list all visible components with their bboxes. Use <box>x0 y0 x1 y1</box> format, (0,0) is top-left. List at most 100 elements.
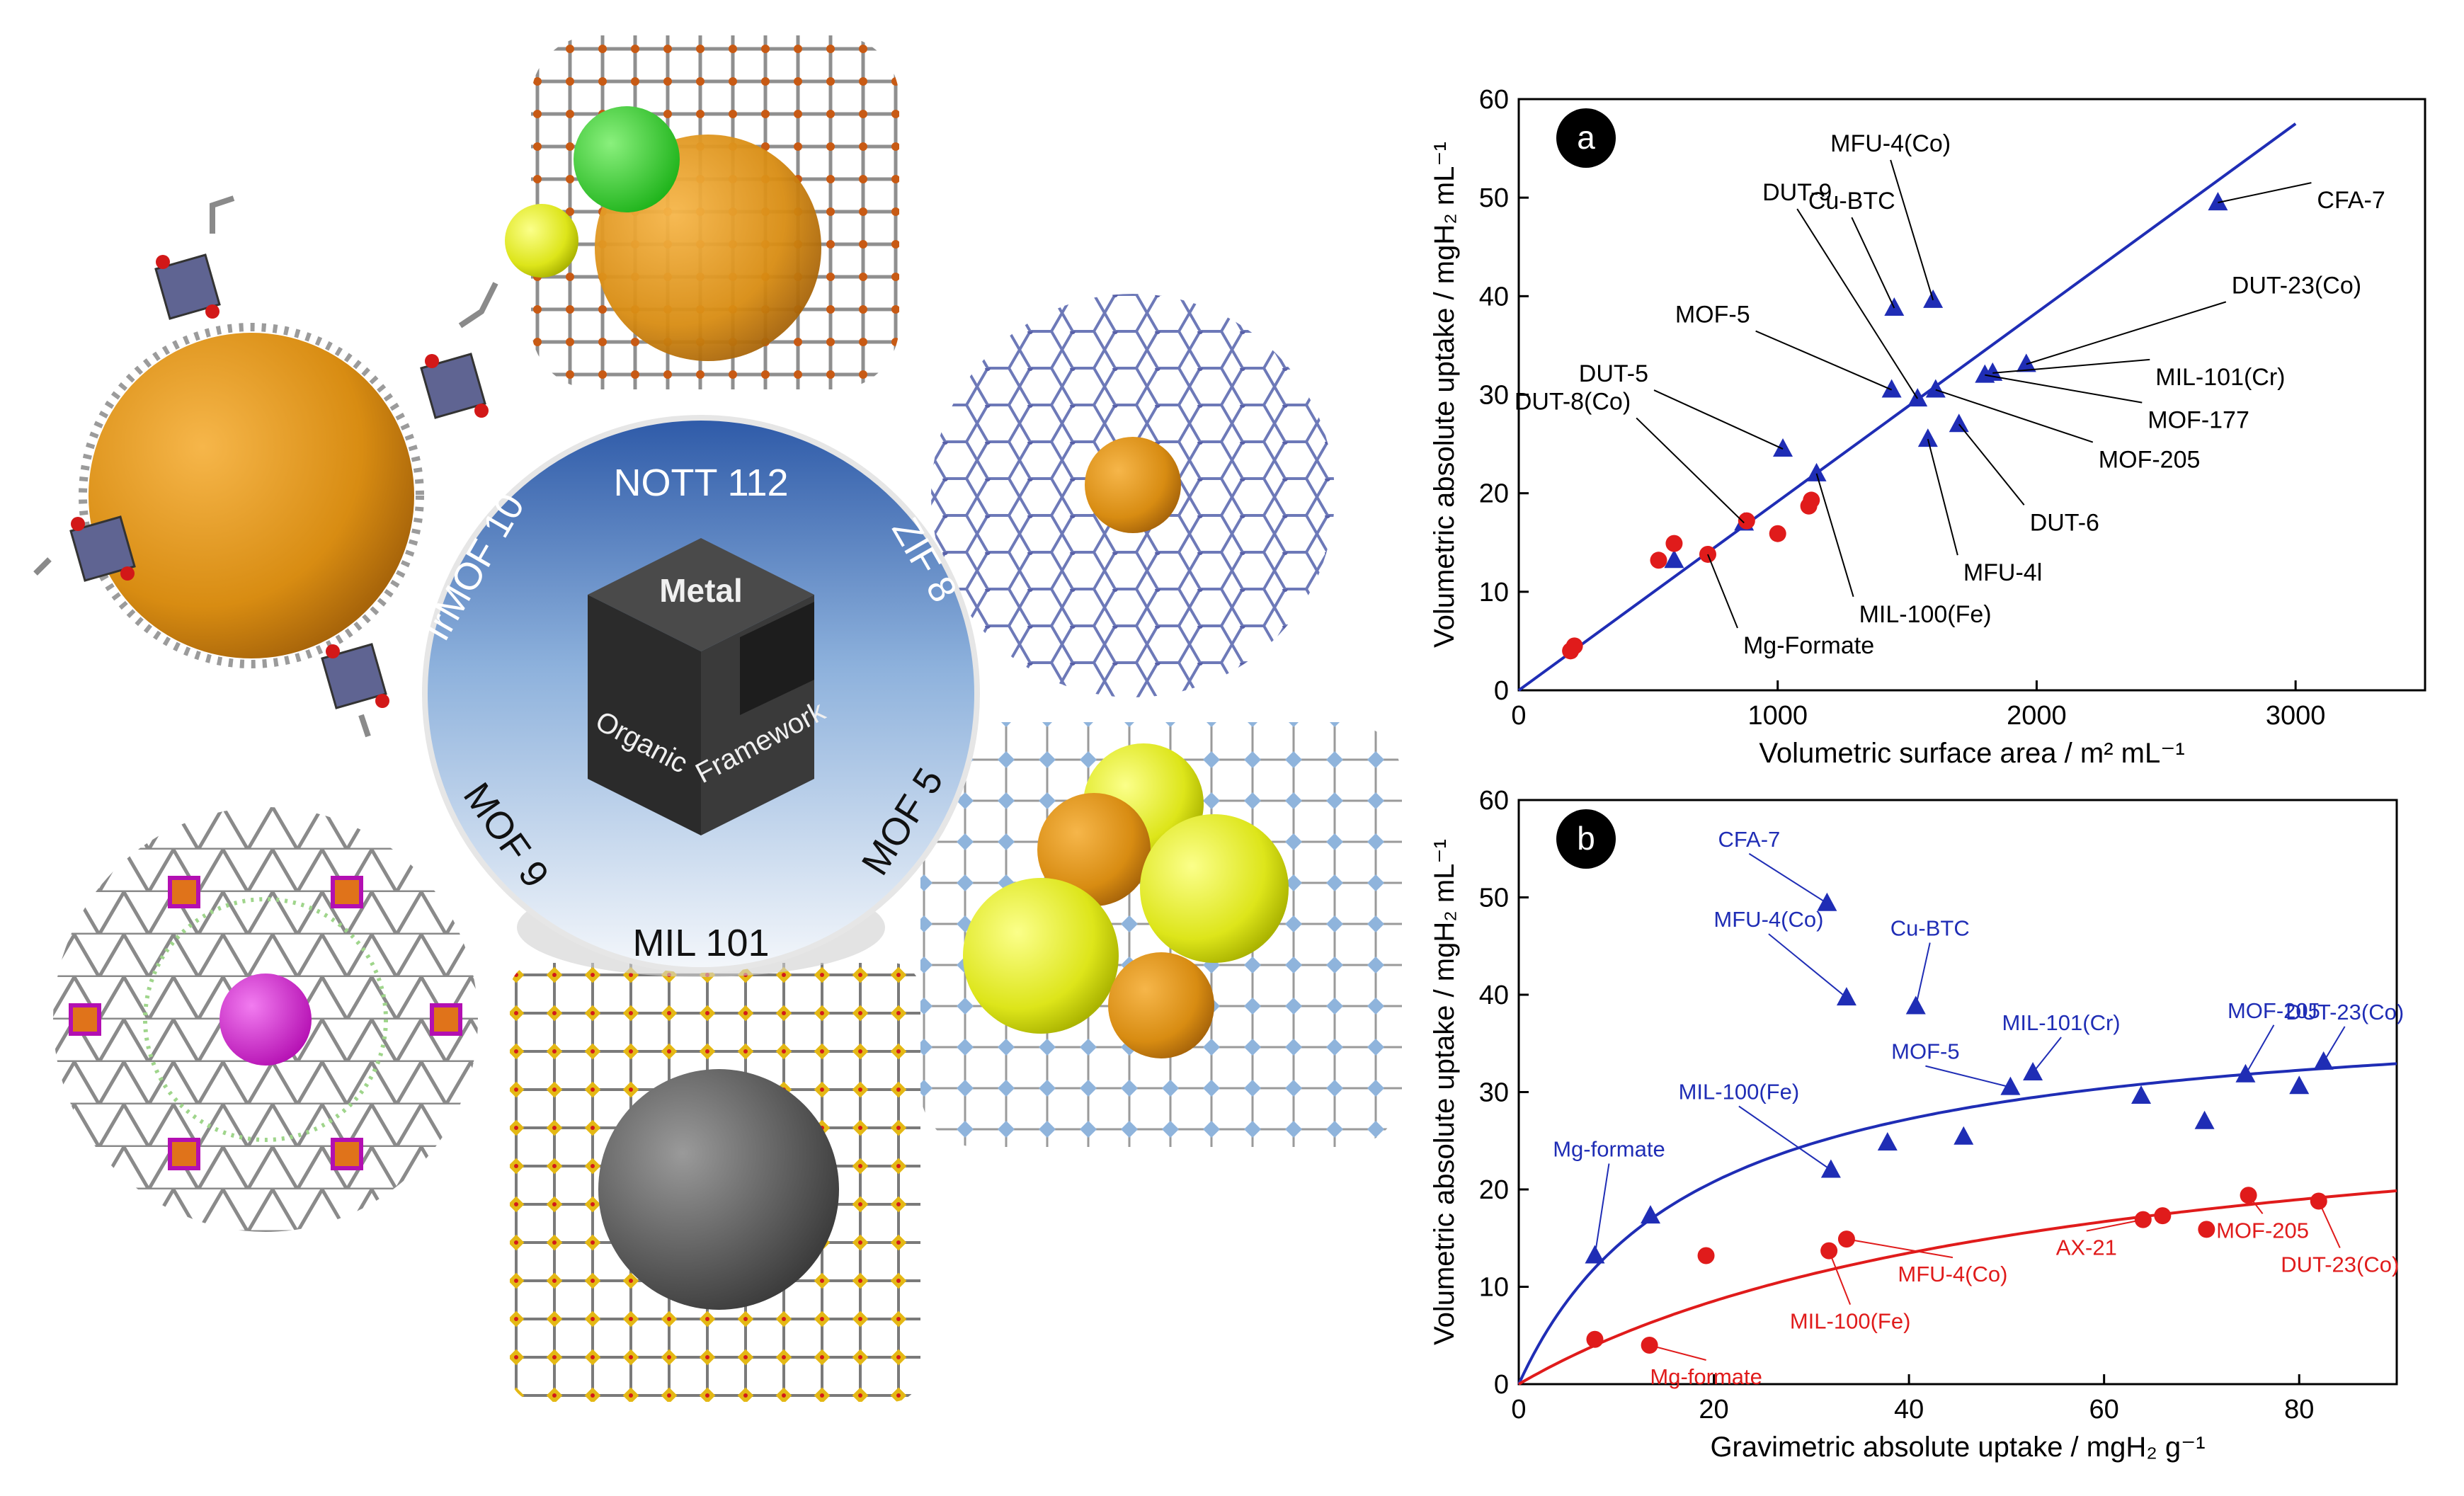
annotation-leader-line <box>2245 1024 2275 1075</box>
circle-data-point <box>1769 525 1786 542</box>
y-tick-label: 0 <box>1494 1370 1509 1400</box>
circle-data-point <box>1665 535 1683 552</box>
triangle-data-point <box>1836 987 1856 1006</box>
triangle-data-point <box>1925 379 1946 398</box>
annotation-leader-line <box>2218 182 2312 204</box>
circle-data-point <box>1565 637 1583 655</box>
y-tick-label: 50 <box>1479 183 1509 213</box>
y-tick-label: 30 <box>1479 381 1509 411</box>
triangle-data-point <box>1773 438 1793 457</box>
x-tick-label: 20 <box>1699 1395 1728 1424</box>
circle-data-point <box>1738 512 1755 530</box>
circle-data-point <box>1697 1247 1715 1264</box>
annotation-leader-line <box>1649 1344 1706 1361</box>
y-tick-label: 60 <box>1479 85 1509 115</box>
triangle-data-point <box>1907 388 1928 407</box>
annotation-leader-line <box>1925 1065 2011 1088</box>
annotation-leader-line <box>1707 554 1738 629</box>
annotation-label: MFU-4l <box>1963 559 2042 586</box>
annotation-leader-line <box>1796 208 1919 399</box>
annotation-label: MOF-5 <box>1675 302 1750 329</box>
annotation-label: MIL-100(Fe) <box>1859 601 1992 628</box>
annotation-leader-line <box>1653 389 1784 450</box>
circle-data-point <box>1586 1330 1604 1348</box>
fit-curve-red <box>1517 1189 2397 1386</box>
annotation-label: DUT-6 <box>2030 509 2099 536</box>
annotation-leader-line <box>1992 358 2150 374</box>
annotation-leader-line <box>1594 1163 1610 1256</box>
annotation-label: DUT-23(Co) <box>2232 272 2361 299</box>
annotation-label: MIL-100(Fe) <box>1679 1080 1800 1104</box>
y-tick-label: 20 <box>1479 479 1509 509</box>
ring-label-nott-112: NOTT 112 <box>613 462 788 504</box>
annotation-leader-line <box>1828 1250 1852 1305</box>
mof-central-disc: Metal Organic Framework NOTT 112 ZIF 8 M… <box>415 415 980 977</box>
x-tick-label: 2000 <box>2007 701 2067 731</box>
annotation-label: MOF-177 <box>2148 407 2249 434</box>
y-tick-label: 40 <box>1479 981 1509 1010</box>
annotation-label: MIL-101(Cr) <box>2002 1010 2121 1035</box>
circle-data-point <box>1650 552 1667 569</box>
triangle-data-point <box>1806 462 1827 481</box>
x-tick-label: 40 <box>1894 1395 1924 1424</box>
annotation-leader-line <box>1846 1238 1953 1259</box>
zif-8-structure <box>931 294 1335 697</box>
annotation-label: MOF-205 <box>2099 447 2201 474</box>
triangle-data-point <box>1664 549 1684 569</box>
triangle-data-point <box>1949 413 1969 433</box>
triangle-data-point <box>1877 1132 1898 1150</box>
annotation-leader-line <box>1985 374 2143 404</box>
annotation-label: DUT-8(Co) <box>1515 388 1631 415</box>
triangle-data-point <box>2208 192 2228 211</box>
circle-data-point <box>1820 1242 1838 1260</box>
triangle-data-point <box>2131 1085 2152 1104</box>
y-tick-label: 30 <box>1479 1078 1509 1108</box>
x-tick-label: 1000 <box>1747 701 1808 731</box>
x-tick-label: 0 <box>1511 1395 1526 1424</box>
y-axis-label: Volumetric absolute uptake / mgH₂ mL⁻¹ <box>1429 142 1460 648</box>
annotation-leader-line <box>1738 1105 1832 1171</box>
annotation-leader-line <box>1748 852 1827 904</box>
annotation-label: MFU-4(Co) <box>1830 130 1951 157</box>
annotation-leader-line <box>2247 1194 2264 1214</box>
annotation-label: Mg-Formate <box>1743 632 1874 659</box>
triangle-data-point <box>1817 892 1837 911</box>
y-tick-label: 60 <box>1479 786 1509 816</box>
annotation-label: MOF-205 <box>2216 1218 2309 1243</box>
mof-structures-illustration: Metal Organic Framework NOTT 112 ZIF 8 M… <box>33 35 1402 1402</box>
panel-label-badge <box>1556 809 1616 869</box>
linear-fit-line <box>1517 122 2297 692</box>
annotation-label: Cu-BTC <box>1808 188 1895 215</box>
annotation-label: Mg-formate <box>1553 1137 1665 1162</box>
panel-label-badge <box>1556 108 1616 168</box>
cube-top-label: Metal <box>659 572 743 609</box>
annotation-label: DUT-23(Co) <box>2281 1252 2399 1277</box>
annotation-label: MFU-4(Co) <box>1898 1262 2007 1286</box>
y-tick-label: 10 <box>1479 578 1509 607</box>
annotation-label: MOF-5 <box>1891 1039 1959 1064</box>
annotation-label: AX-21 <box>2056 1235 2117 1260</box>
triangle-data-point <box>1881 379 1902 398</box>
y-tick-label: 20 <box>1479 1175 1509 1205</box>
mof-cube-icon: Metal Organic Framework <box>588 538 831 835</box>
annotation-leader-line <box>1935 389 2094 443</box>
annotation-label: CFA-7 <box>2317 187 2385 214</box>
y-tick-label: 0 <box>1494 676 1509 706</box>
y-tick-label: 40 <box>1479 282 1509 312</box>
annotation-label: DUT-23(Co) <box>2286 1000 2404 1024</box>
annotation-label: MOF-205 <box>2228 998 2320 1023</box>
circle-data-point <box>1803 491 1820 509</box>
panel-label: b <box>1577 820 1595 857</box>
y-tick-label: 10 <box>1479 1273 1509 1303</box>
triangle-data-point <box>1641 1205 1660 1224</box>
y-tick-label: 50 <box>1479 884 1509 913</box>
y-axis-label: Volumetric absolute uptake / mgH₂ mL⁻¹ <box>1429 839 1460 1345</box>
x-tick-label: 3000 <box>2266 701 2326 731</box>
annotation-leader-line <box>1815 473 1854 598</box>
circle-data-point <box>2198 1221 2215 1238</box>
triangle-data-point <box>2023 1062 2043 1080</box>
annotation-leader-line <box>2322 1026 2346 1063</box>
annotation-label: DUT-5 <box>1579 360 1648 387</box>
triangle-data-point <box>1917 428 1938 447</box>
annotation-label: CFA-7 <box>1718 827 1780 852</box>
